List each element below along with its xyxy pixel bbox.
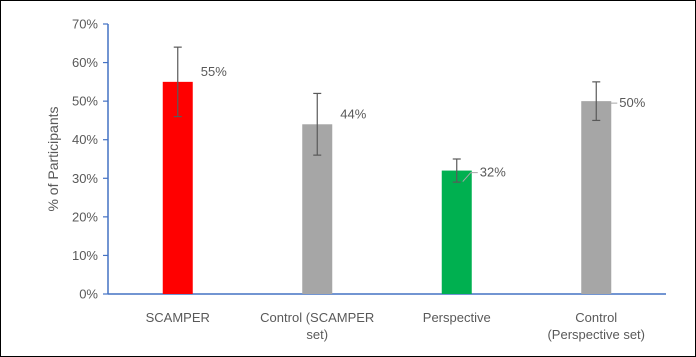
y-tick-label: 20% (72, 209, 98, 224)
data-label-leader (462, 172, 478, 182)
category-label: set) (306, 327, 328, 342)
category-label: Control (575, 310, 617, 325)
data-label: 44% (340, 106, 366, 121)
category-label: SCAMPER (146, 310, 210, 325)
data-label: 32% (480, 165, 506, 180)
data-label: 55% (201, 64, 227, 79)
y-axis-title: % of Participants (45, 106, 61, 211)
y-tick-label: 70% (72, 17, 98, 32)
y-tick-label: 0% (79, 287, 98, 302)
y-tick-label: 30% (72, 171, 98, 186)
data-label-leader (601, 102, 618, 113)
bar (441, 170, 472, 294)
category-label: Perspective (423, 310, 491, 325)
y-tick-label: 40% (72, 132, 98, 147)
y-tick-label: 50% (72, 94, 98, 109)
bar (581, 101, 612, 295)
category-label: (Perspective set) (547, 327, 645, 342)
y-tick-label: 10% (72, 248, 98, 263)
category-label: Control (SCAMPER (260, 310, 374, 325)
bar (162, 81, 193, 294)
y-tick-label: 60% (72, 55, 98, 70)
data-label: 50% (619, 95, 645, 110)
